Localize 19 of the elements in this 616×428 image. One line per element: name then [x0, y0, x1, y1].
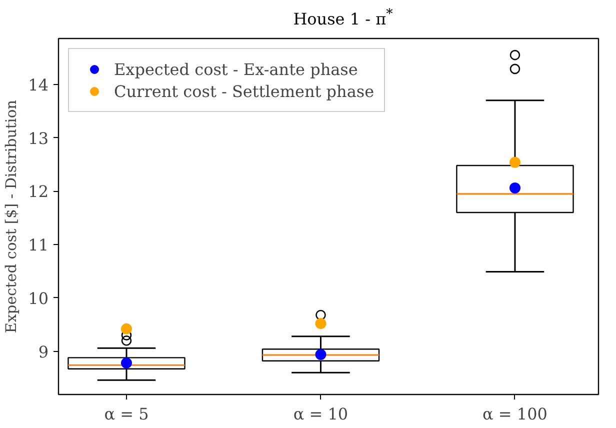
point — [509, 156, 520, 168]
legend-label: Current cost - Settlement phase — [114, 82, 374, 100]
point — [315, 318, 326, 330]
x-tick-label: α = 5 — [104, 404, 149, 424]
y-tick-label: 12 — [28, 182, 48, 202]
point — [120, 358, 132, 368]
y-axis-title: Expected cost [$] - Distribution — [3, 99, 20, 334]
chart-title: House 1 - π$^{*}$ — [293, 6, 393, 30]
point — [509, 182, 520, 194]
point — [120, 323, 132, 334]
y-tick-label: 11 — [28, 236, 48, 255]
legend-label: Expected cost - Ex-ante phase — [114, 60, 358, 78]
x-tick-label: α = 100 — [482, 404, 548, 424]
y-tick-label: 13 — [28, 128, 48, 148]
y-tick-label: 9 — [38, 342, 49, 362]
point — [315, 348, 326, 360]
y-tick-label: 14 — [28, 75, 48, 94]
y-tick-label: 10 — [28, 288, 48, 308]
x-tick-label: α = 10 — [293, 404, 348, 424]
